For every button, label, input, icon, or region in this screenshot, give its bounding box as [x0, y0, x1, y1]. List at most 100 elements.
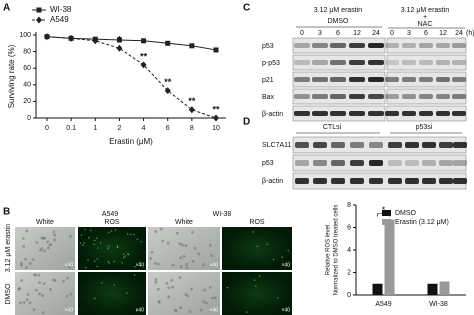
- cell: [179, 265, 183, 269]
- series-line: [46, 36, 217, 51]
- cell: [46, 246, 50, 250]
- y-axis-label: Normalized to DMSO treated cells: [334, 205, 340, 296]
- cell: [121, 262, 123, 264]
- cell: [190, 287, 193, 291]
- cell: [97, 247, 99, 249]
- band: [294, 94, 310, 99]
- band: [294, 111, 310, 116]
- cell: [110, 230, 113, 232]
- cell: [258, 275, 261, 277]
- significance-mark: **: [140, 51, 148, 61]
- time-label: 6: [424, 30, 428, 37]
- band: [349, 94, 365, 99]
- panel-label: B: [3, 207, 10, 218]
- cell: [107, 247, 109, 250]
- cell: [272, 258, 275, 261]
- band: [452, 77, 466, 82]
- cell: [69, 292, 73, 296]
- cell: [53, 279, 57, 282]
- cell: [154, 280, 158, 284]
- cell: [191, 230, 194, 234]
- cell: [69, 234, 72, 238]
- band: [330, 94, 346, 99]
- row-label: p53: [262, 160, 274, 167]
- cell: [266, 243, 268, 245]
- magnification-label: ×40: [210, 262, 219, 268]
- group-label: p53si: [416, 124, 433, 131]
- band: [330, 77, 346, 82]
- band: [453, 160, 467, 166]
- cell: [96, 265, 98, 268]
- band: [422, 142, 436, 148]
- cell: [179, 306, 182, 310]
- cell: [41, 311, 45, 315]
- cell: [114, 229, 117, 231]
- x-tick-label: A549: [375, 301, 391, 308]
- time-label: 3: [407, 30, 411, 37]
- band: [312, 60, 328, 65]
- data-point: [213, 47, 219, 53]
- legend-label: DMSO: [395, 210, 417, 217]
- cell: [49, 288, 52, 291]
- cell: [133, 274, 136, 276]
- cell: [256, 245, 258, 248]
- cell: [41, 294, 44, 297]
- header: 3.12 μM erastin: [401, 7, 449, 14]
- cell: [93, 243, 95, 246]
- row-label: p21: [262, 77, 274, 84]
- blot-strip: [386, 54, 467, 71]
- band: [385, 77, 399, 82]
- magnification-label: ×40: [65, 262, 74, 268]
- y-tick-label: 40: [23, 82, 31, 89]
- cell: [22, 301, 26, 304]
- group-label: CTLsi: [323, 124, 342, 131]
- time-label: 24: [455, 30, 463, 37]
- time-label: 6: [336, 30, 340, 37]
- band: [436, 94, 450, 99]
- cell: [53, 233, 57, 237]
- cell: [179, 256, 183, 260]
- band: [452, 94, 466, 99]
- y-tick-label: 4: [347, 247, 351, 254]
- band: [452, 43, 466, 48]
- band: [313, 142, 327, 148]
- cell: [126, 292, 128, 294]
- cell: [136, 310, 138, 312]
- band: [405, 160, 419, 166]
- cell: [20, 278, 24, 282]
- cell: [20, 263, 23, 267]
- x-axis-label: Erastin (μM): [109, 137, 153, 146]
- condition: NAC: [418, 21, 433, 28]
- panel-label: D: [243, 117, 250, 128]
- cell: [140, 240, 142, 243]
- data-point: [164, 87, 171, 95]
- cell: [87, 259, 89, 261]
- band: [312, 43, 328, 48]
- cell: [41, 236, 45, 240]
- band: [350, 142, 364, 148]
- cell: [116, 246, 119, 248]
- cell: [108, 262, 110, 264]
- band: [331, 142, 345, 148]
- cell: [287, 249, 289, 252]
- cell: [108, 231, 110, 234]
- legend-swatch: [382, 219, 391, 225]
- band: [422, 160, 436, 166]
- cell: [157, 300, 161, 304]
- cell: [32, 307, 36, 311]
- band: [419, 77, 433, 82]
- legend-label: Erastin (3.12 μM): [395, 219, 449, 226]
- cell: [90, 229, 92, 232]
- cell: [185, 262, 189, 266]
- cell: [176, 231, 179, 235]
- significance-bracket: [377, 213, 390, 217]
- cell: [25, 298, 29, 302]
- panel-label: C: [243, 3, 250, 14]
- cell-line-label: WI-38: [213, 211, 232, 218]
- cell: [204, 301, 208, 305]
- cell: [85, 266, 87, 269]
- band: [312, 111, 328, 116]
- legend-label: A549: [50, 15, 69, 24]
- cell: [94, 239, 96, 242]
- cell: [34, 288, 38, 292]
